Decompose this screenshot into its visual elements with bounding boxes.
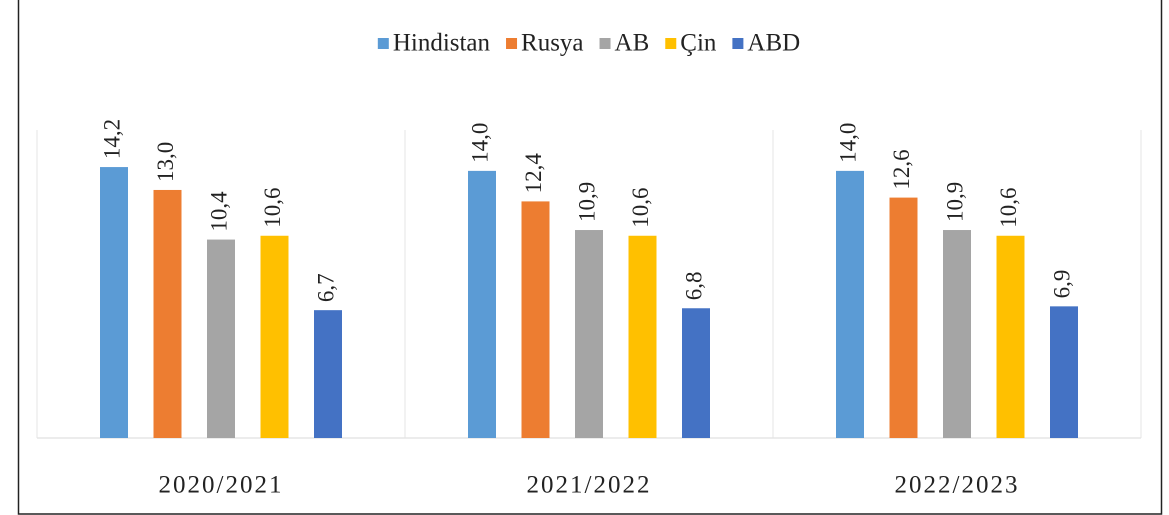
legend-label: Rusya [521,30,584,57]
data-label: 6,7 [313,273,338,302]
legend-label: Çin [680,30,717,57]
legend-swatch [732,38,744,49]
data-label: 10,6 [260,188,285,228]
bar [836,170,864,438]
data-label: 10,6 [996,188,1021,228]
legend-label: ABD [747,30,800,57]
data-label: 10,6 [628,188,653,228]
bar [100,167,128,438]
x-tick-label: 2021/2022 [527,472,652,499]
x-tick-label: 2020/2021 [159,472,284,499]
legend-swatch [599,38,611,49]
bar [468,170,496,438]
bar [153,189,182,438]
x-tick-label: 2022/2023 [895,472,1020,499]
legend-label: Hindistan [393,30,491,57]
legend-label: AB [615,30,650,57]
bar [996,235,1025,438]
bar [575,230,603,438]
bar [207,239,235,438]
data-label: 12,6 [889,149,914,189]
data-label: 10,9 [574,182,599,222]
bar [314,310,342,438]
bar [682,308,710,438]
data-label: 14,0 [835,123,860,163]
legend-swatch [377,38,389,49]
data-label: 10,9 [942,182,967,222]
bar [260,235,289,438]
data-label: 14,2 [99,119,124,159]
legend-swatch [506,38,518,49]
data-label: 12,4 [521,153,546,194]
bar [1050,306,1078,438]
bar [521,201,550,438]
data-label: 14,0 [467,123,492,163]
legend-swatch [665,38,677,49]
data-label: 6,8 [681,272,706,301]
bar [889,197,918,438]
bar [943,230,971,438]
data-label: 6,9 [1049,270,1074,299]
data-label: 13,0 [153,142,178,182]
bar [628,235,657,438]
data-label: 10,4 [206,191,231,232]
